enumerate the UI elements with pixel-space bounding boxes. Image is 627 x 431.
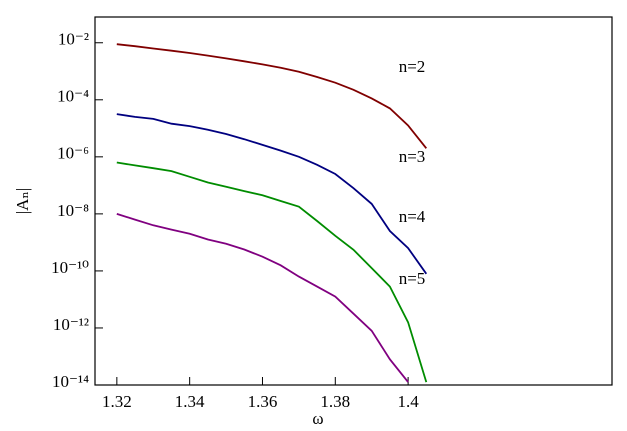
x-tick-label: 1.4 [397, 392, 419, 411]
y-tick-label: 10⁻¹² [53, 315, 89, 334]
x-tick-label: 1.34 [175, 392, 205, 411]
series-label: n=4 [399, 207, 426, 226]
y-tick-label: 10⁻² [58, 30, 89, 49]
series-label: n=2 [399, 57, 426, 76]
series-line [116, 113, 428, 275]
x-axis-label: ω [312, 409, 323, 428]
x-tick-label: 1.38 [320, 392, 350, 411]
y-tick-label: 10⁻¹⁴ [52, 372, 89, 391]
series-line [116, 43, 428, 149]
y-axis-label: |Aₙ| [13, 188, 32, 214]
x-tick-label: 1.32 [102, 392, 132, 411]
y-tick-label: 10⁻⁸ [57, 201, 89, 220]
plot-frame [94, 16, 613, 386]
y-tick-label: 10⁻¹⁰ [51, 258, 89, 277]
series-line [116, 213, 409, 383]
series-label: n=3 [399, 147, 426, 166]
y-tick-label: 10⁻⁴ [57, 87, 89, 106]
y-tick-label: 10⁻⁶ [57, 144, 89, 163]
series-line [116, 161, 428, 383]
x-tick-label: 1.36 [248, 392, 278, 411]
series-label: n=5 [399, 269, 426, 288]
